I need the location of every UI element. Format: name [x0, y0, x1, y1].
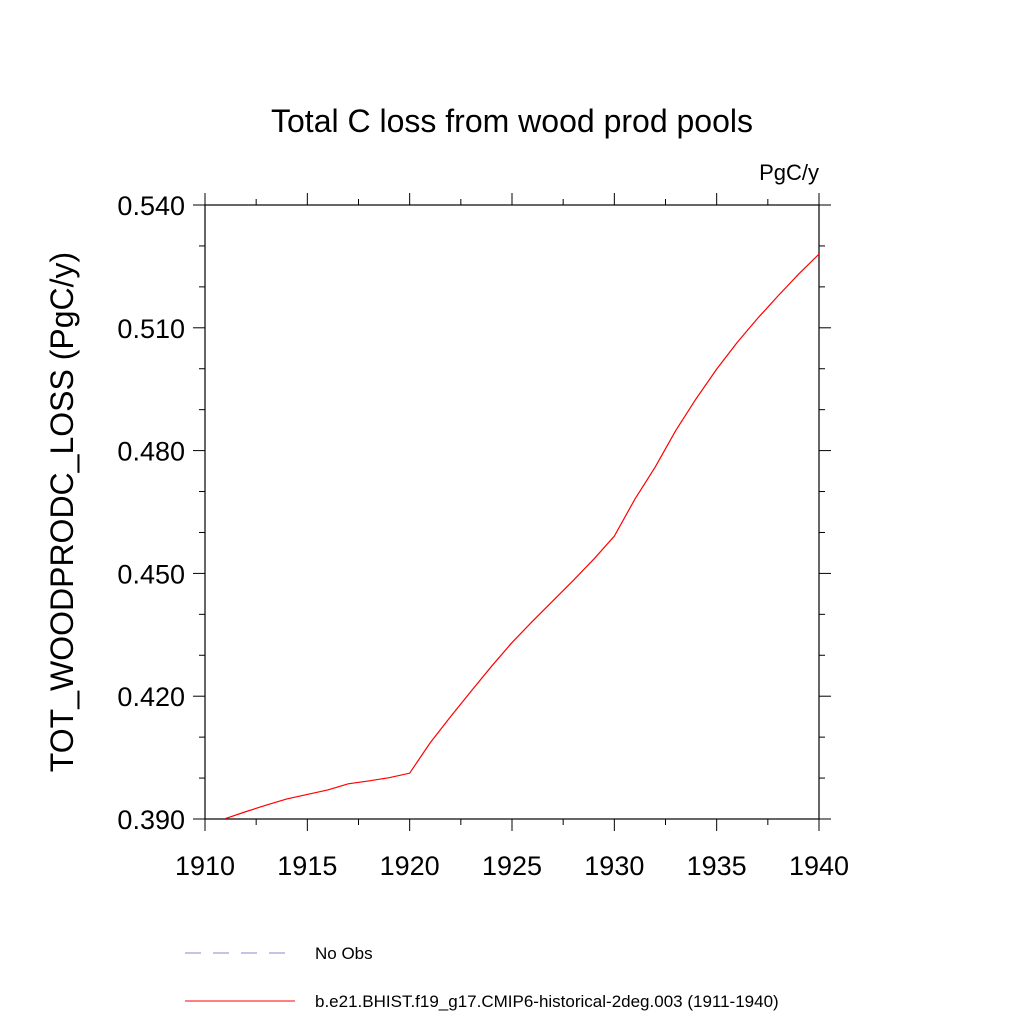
x-tick-label: 1915	[277, 851, 337, 881]
y-tick-label: 0.480	[117, 437, 185, 467]
chart-title: Total C loss from wood prod pools	[271, 103, 753, 139]
series-layer	[225, 253, 820, 820]
legend-label: No Obs	[315, 944, 373, 963]
legend-label: b.e21.BHIST.f19_g17.CMIP6-historical-2de…	[315, 992, 779, 1011]
x-tick-label: 1940	[789, 851, 849, 881]
x-tick-label: 1910	[175, 851, 235, 881]
y-tick-label: 0.450	[117, 559, 185, 589]
series-line-0	[225, 253, 820, 820]
y-tick-label: 0.510	[117, 314, 185, 344]
x-tick-label: 1920	[380, 851, 440, 881]
axis-ticks: 1910 1915 1920 1925 1930 1935 1940 0.390 0.420 0.…	[117, 191, 849, 881]
y-tick-label: 0.540	[117, 191, 185, 221]
units-label: PgC/y	[759, 160, 819, 185]
y-axis-label: TOT_WOODPRODC_LOSS (PgC/y)	[44, 252, 80, 772]
y-tick-label: 0.390	[117, 805, 185, 835]
y-tick-label: 0.420	[117, 682, 185, 712]
x-tick-label: 1925	[482, 851, 542, 881]
x-tick-label: 1930	[584, 851, 644, 881]
legend: No Obs b.e21.BHIST.f19_g17.CMIP6-historic…	[185, 944, 779, 1011]
plot-frame	[204, 204, 820, 820]
x-tick-label: 1935	[687, 851, 747, 881]
